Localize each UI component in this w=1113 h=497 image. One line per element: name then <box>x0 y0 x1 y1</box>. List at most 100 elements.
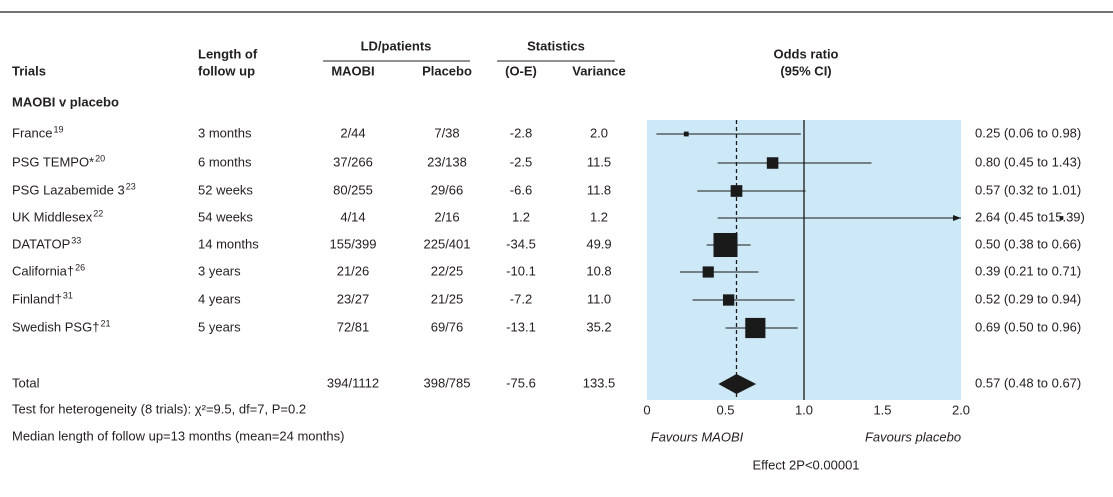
ci-label: 0.25 (0.06 to 0.98) <box>975 125 1081 140</box>
variance: 11.5 <box>587 154 611 169</box>
trial-name: Total <box>12 375 40 390</box>
header: follow up <box>198 63 255 78</box>
placebo-count: 23/138 <box>427 154 467 169</box>
maobi-count: 37/266 <box>333 154 373 169</box>
x-tick-label: 0 <box>643 402 650 417</box>
header: Length of <box>198 46 258 61</box>
follow-up: 3 years <box>198 263 241 278</box>
o-e: -6.6 <box>510 182 532 197</box>
variance: 1.2 <box>590 209 608 224</box>
ci-label: 0.39 (0.21 to 0.71) <box>975 263 1081 278</box>
header: Statistics <box>527 38 585 53</box>
ci-label: 0.57 (0.48 to 0.67) <box>975 375 1081 390</box>
o-e: -2.8 <box>510 125 532 140</box>
trial-name: France <box>12 125 52 140</box>
header: Variance <box>572 63 626 78</box>
or-box <box>723 294 735 306</box>
header: (O-E) <box>505 63 537 78</box>
variance: 11.0 <box>587 291 611 306</box>
or-box <box>713 232 738 258</box>
placebo-count: 29/66 <box>431 182 464 197</box>
trial-name: PSG Lazabemide 3 <box>12 182 125 197</box>
header: (95% CI) <box>780 63 831 78</box>
header: Placebo <box>422 63 472 78</box>
follow-up: 54 weeks <box>198 209 253 224</box>
o-e: -13.1 <box>506 319 536 334</box>
maobi-count: 21/26 <box>337 263 370 278</box>
maobi-count: 80/255 <box>333 182 373 197</box>
or-box <box>1059 216 1064 220</box>
or-box <box>745 317 766 339</box>
header: LD/patients <box>361 38 432 53</box>
x-tick-label: 1.5 <box>873 402 891 417</box>
o-e: -34.5 <box>506 236 536 251</box>
favours-label: Favours MAOBI <box>651 429 744 444</box>
placebo-count: 398/785 <box>424 375 471 390</box>
reference-sup: 22 <box>93 208 103 218</box>
reference-sup: 33 <box>71 235 81 245</box>
favours-label: Favours placebo <box>865 429 961 444</box>
reference-sup: 26 <box>75 262 85 272</box>
variance: 2.0 <box>590 125 608 140</box>
reference-sup: 19 <box>53 124 63 134</box>
maobi-count: 4/14 <box>340 209 365 224</box>
variance: 49.9 <box>586 236 611 251</box>
placebo-count: 21/25 <box>431 291 464 306</box>
follow-up: 3 months <box>198 125 252 140</box>
variance: 35.2 <box>586 319 611 334</box>
maobi-count: 72/81 <box>337 319 370 334</box>
reference-sup: 23 <box>126 181 136 191</box>
o-e: -7.2 <box>510 291 532 306</box>
note: Test for heterogeneity (8 trials): χ²=9.… <box>12 401 306 416</box>
reference-sup: 21 <box>100 318 110 328</box>
x-tick-label: 0.5 <box>716 402 734 417</box>
ci-label: 0.69 (0.50 to 0.96) <box>975 319 1081 334</box>
o-e: -10.1 <box>506 263 536 278</box>
follow-up: 5 years <box>198 319 241 334</box>
reference-sup: 31 <box>63 290 73 300</box>
ci-label: 0.80 (0.45 to 1.43) <box>975 154 1081 169</box>
maobi-count: 394/1112 <box>327 375 379 390</box>
x-tick-label: 1.0 <box>795 402 813 417</box>
placebo-count: 22/25 <box>431 263 464 278</box>
ci-arrow <box>953 215 961 221</box>
or-box <box>766 157 779 169</box>
placebo-count: 69/76 <box>431 319 464 334</box>
ci-label: 0.50 (0.38 to 0.66) <box>975 236 1081 251</box>
ci-label: 2.64 (0.45 to15.39) <box>975 209 1085 224</box>
trial-name: Finland† <box>12 291 62 306</box>
follow-up: 4 years <box>198 291 241 306</box>
header: Trials <box>12 63 46 78</box>
trial-name: PSG TEMPO* <box>12 154 94 169</box>
group-label: MAOBI v placebo <box>12 94 119 109</box>
ci-label: 0.57 (0.32 to 1.01) <box>975 182 1081 197</box>
or-box <box>730 185 743 197</box>
reference-sup: 20 <box>95 153 105 163</box>
o-e: -75.6 <box>506 375 536 390</box>
maobi-count: 23/27 <box>337 291 370 306</box>
o-e: -2.5 <box>510 154 532 169</box>
placebo-count: 7/38 <box>434 125 459 140</box>
header: MAOBI <box>331 63 374 78</box>
trial-name: DATATOP <box>12 236 70 251</box>
placebo-count: 225/401 <box>424 236 471 251</box>
maobi-count: 155/399 <box>330 236 377 251</box>
follow-up: 14 months <box>198 236 259 251</box>
o-e: 1.2 <box>512 209 530 224</box>
or-box <box>683 131 689 137</box>
x-tick-label: 2.0 <box>952 402 970 417</box>
follow-up: 52 weeks <box>198 182 253 197</box>
trial-name: UK Middlesex <box>12 209 93 224</box>
note: Median length of follow up=13 months (me… <box>12 428 344 443</box>
follow-up: 6 months <box>198 154 252 169</box>
variance: 133.5 <box>583 375 616 390</box>
variance: 10.8 <box>586 263 611 278</box>
effect-label: Effect 2P<0.00001 <box>752 457 859 472</box>
maobi-count: 2/44 <box>340 125 365 140</box>
ci-label: 0.52 (0.29 to 0.94) <box>975 291 1081 306</box>
trial-name: Swedish PSG† <box>12 319 99 334</box>
pooled-diamond <box>718 374 757 394</box>
variance: 11.8 <box>587 182 611 197</box>
